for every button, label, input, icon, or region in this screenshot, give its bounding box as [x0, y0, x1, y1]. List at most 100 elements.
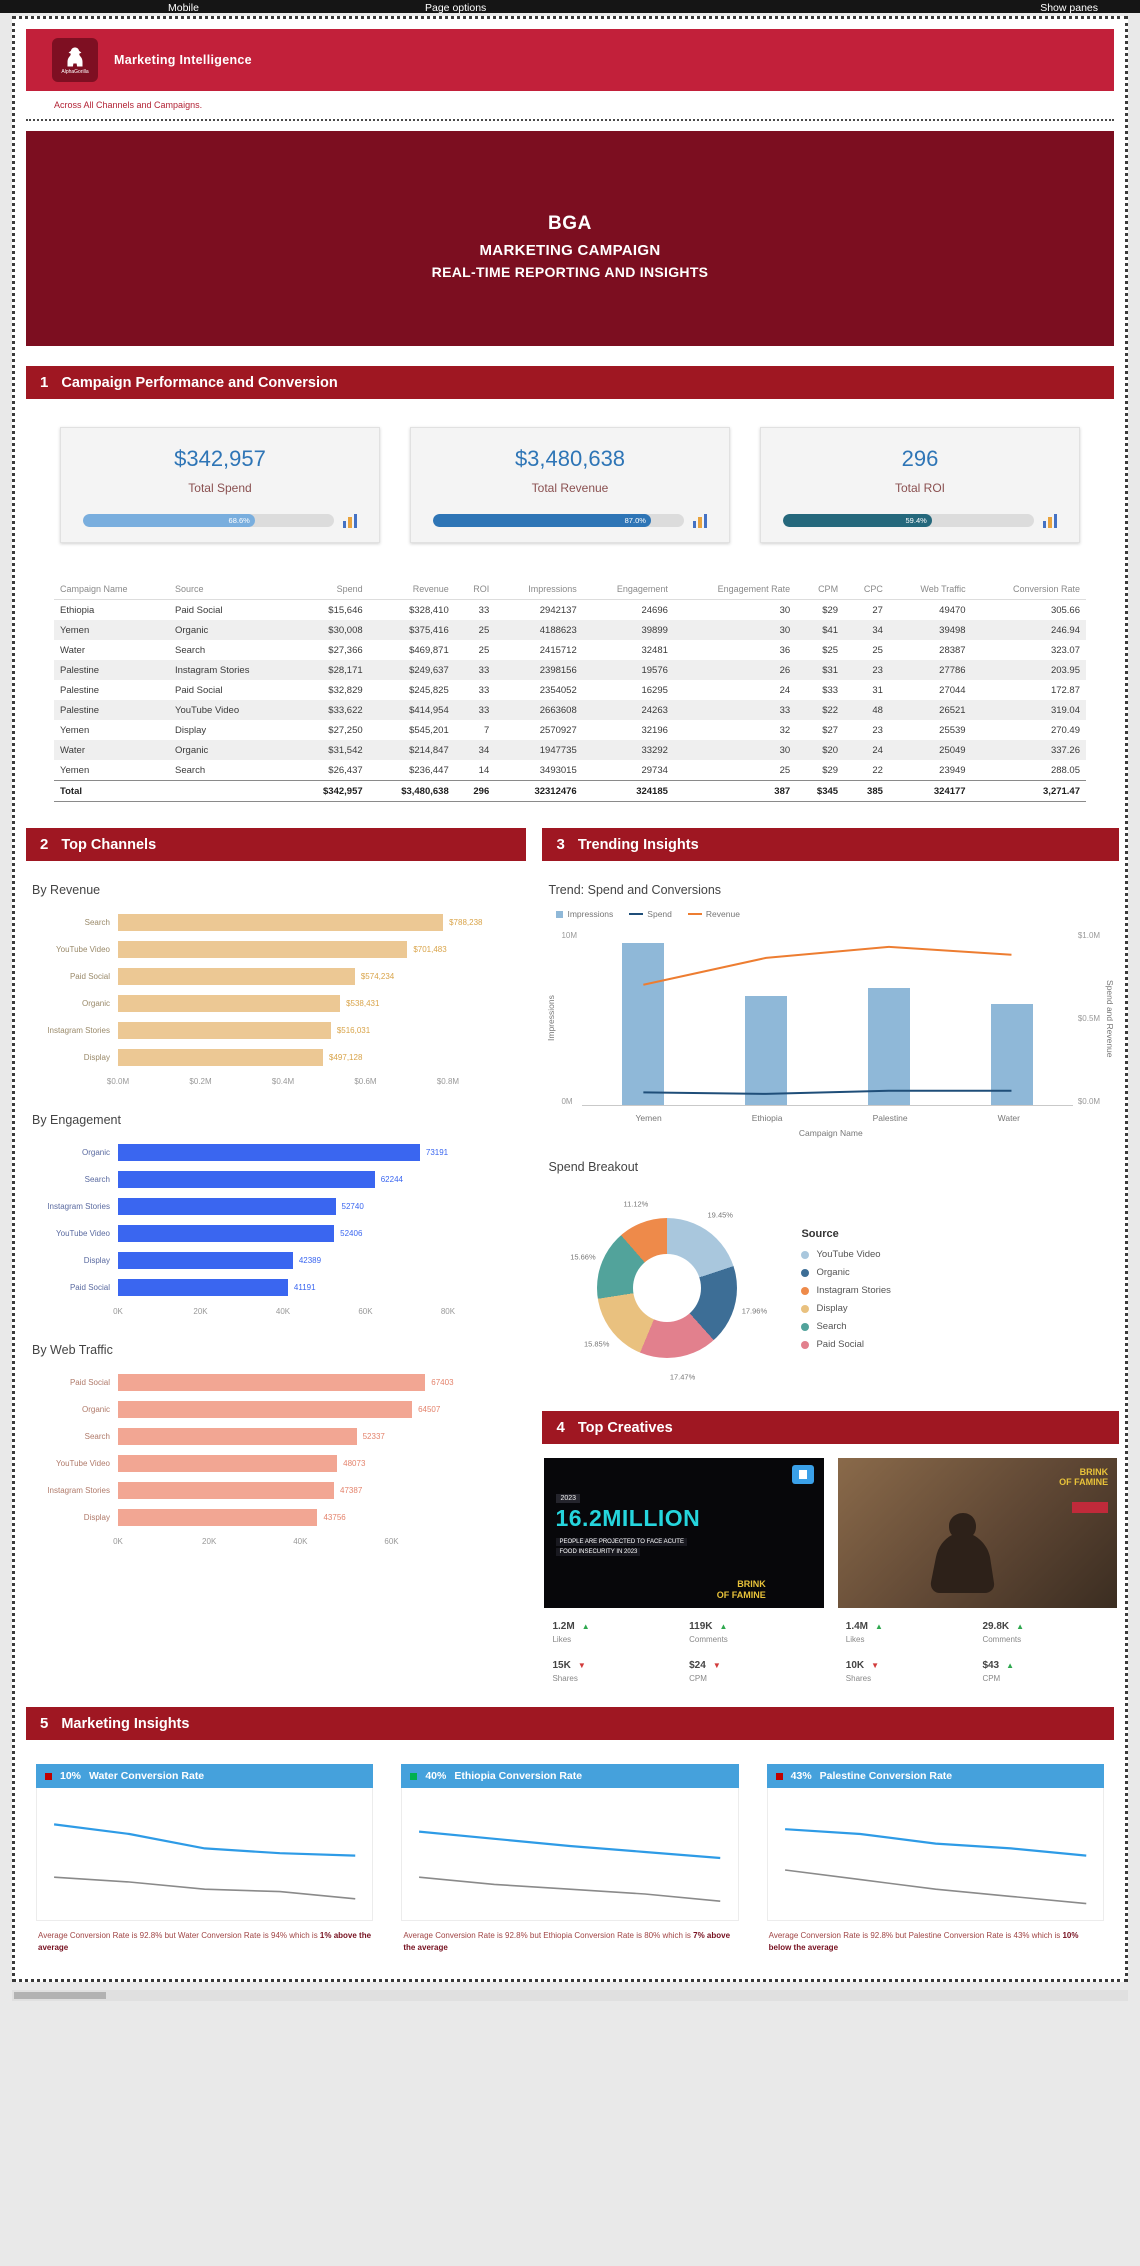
legend-item-revenue[interactable]: Revenue — [687, 909, 740, 919]
column-header-cpc[interactable]: CPC — [844, 579, 889, 600]
table-cell: 26 — [779, 664, 791, 676]
bar-search[interactable] — [118, 914, 444, 931]
table-cell: $41 — [822, 624, 839, 636]
section-title: Top Channels — [61, 836, 157, 853]
table-cell: 23 — [872, 724, 883, 736]
insight-title: Palestine Conversion Rate — [819, 1770, 953, 1782]
legend-item-paid-social[interactable]: Paid Social — [801, 1339, 890, 1350]
revenue-line[interactable] — [643, 947, 1011, 985]
table-row[interactable]: Yemen Organic $30,008 $375,416 25 4188623 3989… — [54, 620, 1086, 640]
baseline-line — [54, 1877, 355, 1899]
mini-bar — [698, 517, 702, 528]
table-cell: $249,637 — [409, 664, 449, 676]
legend-item-search[interactable]: Search — [801, 1321, 890, 1332]
banner-line-3: REAL-TIME REPORTING AND INSIGHTS — [431, 264, 709, 280]
table-row[interactable]: Ethiopia Paid Social $15,646 $328,410 33 2942… — [54, 600, 1086, 621]
bar-youtube-video[interactable] — [118, 1455, 338, 1472]
column-header-engagement[interactable]: Engagement — [582, 579, 674, 600]
table-row[interactable]: Water Search $27,366 $469,871 25 2415712 32481… — [54, 640, 1086, 660]
bar-search[interactable] — [118, 1171, 375, 1188]
category-label-palestine: Palestine — [872, 1113, 908, 1123]
legend-label: Search — [816, 1321, 847, 1332]
bar-search[interactable] — [118, 1428, 357, 1445]
creative-thumbnail-famine-video-1[interactable]: 2023 16.2MILLION PEOPLE ARE PROJECTED TO F… — [544, 1458, 824, 1608]
column-header-roi[interactable]: ROI — [454, 579, 496, 600]
bar-display[interactable] — [118, 1049, 324, 1066]
insight-card-ethiopia-conversion-rate: 40% Ethiopia Conversion Rate Average Conve… — [401, 1764, 739, 1957]
bar-instagram-stories[interactable] — [118, 1198, 336, 1215]
bar-row: Search 52337 — [26, 1423, 520, 1450]
bar-row: Instagram Stories $516,031 — [26, 1017, 520, 1044]
insight-header: 43% Palestine Conversion Rate — [766, 1764, 1104, 1788]
bar-track: 47387 — [118, 1482, 464, 1499]
bar-value-label: $574,234 — [360, 972, 395, 981]
bar-display[interactable] — [118, 1509, 318, 1526]
bar-track: 62244 — [118, 1171, 464, 1188]
sparkline-svg — [772, 1798, 1099, 1918]
table-total-row: Total $342,957 $3,480,638 296 32312476 324185… — [54, 780, 1086, 802]
bar-paid-social[interactable] — [118, 968, 355, 985]
bar-organic[interactable] — [118, 1144, 420, 1161]
column-header-engagement-rate[interactable]: Engagement Rate — [673, 579, 797, 600]
bar-paid-social[interactable] — [118, 1374, 426, 1391]
insight-header: 10% Water Conversion Rate — [36, 1764, 374, 1788]
red-tag — [1072, 1502, 1109, 1513]
table-row[interactable]: Yemen Search $26,437 $236,447 14 3493015 29734… — [54, 760, 1086, 781]
column-water[interactable] — [990, 1003, 1033, 1105]
column-ethiopia[interactable] — [745, 995, 788, 1105]
column-header-campaign-name[interactable]: Campaign Name — [54, 579, 169, 600]
column-header-source[interactable]: Source — [169, 579, 294, 600]
table-row[interactable]: Palestine Instagram Stories $28,171 $249,63… — [54, 660, 1086, 680]
table-cell: 36 — [779, 644, 791, 656]
axis-tick-label: $0.6M — [354, 1077, 377, 1086]
spend-line[interactable] — [643, 1091, 1011, 1094]
bar-organic[interactable] — [118, 995, 341, 1012]
creative-subline-2: FOOD INSECURITY IN 2023 — [556, 1548, 641, 1556]
column-header-revenue[interactable]: Revenue — [368, 579, 455, 600]
bar-row: Search $788,238 — [26, 909, 520, 936]
legend-item-instagram-stories[interactable]: Instagram Stories — [801, 1285, 891, 1296]
bar-paid-social[interactable] — [118, 1279, 288, 1296]
table-row[interactable]: Palestine Paid Social $32,829 $245,825 33 235… — [54, 680, 1086, 700]
column-header-web-traffic[interactable]: Web Traffic — [888, 579, 972, 600]
toolbar-item-mobile[interactable]: Mobile — [168, 2, 199, 13]
column-header-cpm[interactable]: CPM — [796, 579, 845, 600]
metric-label: Shares — [845, 1674, 872, 1683]
bar-youtube-video[interactable] — [118, 1225, 335, 1242]
toolbar-item-page-options[interactable]: Page options — [425, 2, 487, 13]
column-palestine[interactable] — [867, 987, 910, 1105]
table-cell: $236,447 — [409, 764, 449, 776]
bar-instagram-stories[interactable] — [118, 1482, 335, 1499]
bar-organic[interactable] — [118, 1401, 413, 1418]
table-cell: 34 — [872, 624, 883, 636]
table-row[interactable]: Yemen Display $27,250 $545,201 7 2570927 32196… — [54, 720, 1086, 740]
toolbar-item-show-panes[interactable]: Show panes — [1040, 2, 1098, 13]
column-header-impressions[interactable]: Impressions — [495, 579, 583, 600]
table-total-cell — [169, 780, 294, 802]
table-row[interactable]: Palestine YouTube Video $33,622 $414,954 33 2… — [54, 700, 1086, 720]
horizontal-scrollbar[interactable] — [12, 1989, 1128, 2001]
bar-display[interactable] — [118, 1252, 293, 1269]
column-header-conversion-rate[interactable]: Conversion Rate — [971, 579, 1086, 600]
column-header-spend[interactable]: Spend — [294, 579, 369, 600]
bar-youtube-video[interactable] — [118, 941, 408, 958]
scrollbar-thumb[interactable] — [14, 1991, 106, 1999]
legend-item-youtube-video[interactable]: YouTube Video — [801, 1249, 890, 1260]
creative-thumbnail-famine-video-2[interactable]: BRINK OF FAMINE — [837, 1458, 1118, 1608]
table-cell: 32196 — [641, 724, 668, 736]
legend-item-organic[interactable]: Organic — [801, 1267, 890, 1278]
table-row[interactable]: Water Organic $31,542 $214,847 34 1947735 3329… — [54, 740, 1086, 760]
column-yemen[interactable] — [622, 942, 665, 1105]
table-cell: $469,871 — [409, 644, 449, 656]
bar-track: 52740 — [118, 1198, 464, 1215]
category-label: Instagram Stories — [47, 1026, 110, 1035]
top-toolbar: Mobile Page options Show panes — [0, 0, 1140, 13]
table-cell: 337.26 — [1050, 744, 1080, 756]
legend-item-impressions[interactable]: Impressions — [556, 909, 613, 919]
table-cell: Yemen — [60, 764, 90, 776]
table-cell: Yemen — [60, 724, 90, 736]
axis-tick-label: 60K — [358, 1307, 373, 1316]
legend-item-display[interactable]: Display — [801, 1303, 890, 1314]
legend-item-spend[interactable]: Spend — [629, 909, 672, 919]
bar-instagram-stories[interactable] — [118, 1022, 331, 1039]
